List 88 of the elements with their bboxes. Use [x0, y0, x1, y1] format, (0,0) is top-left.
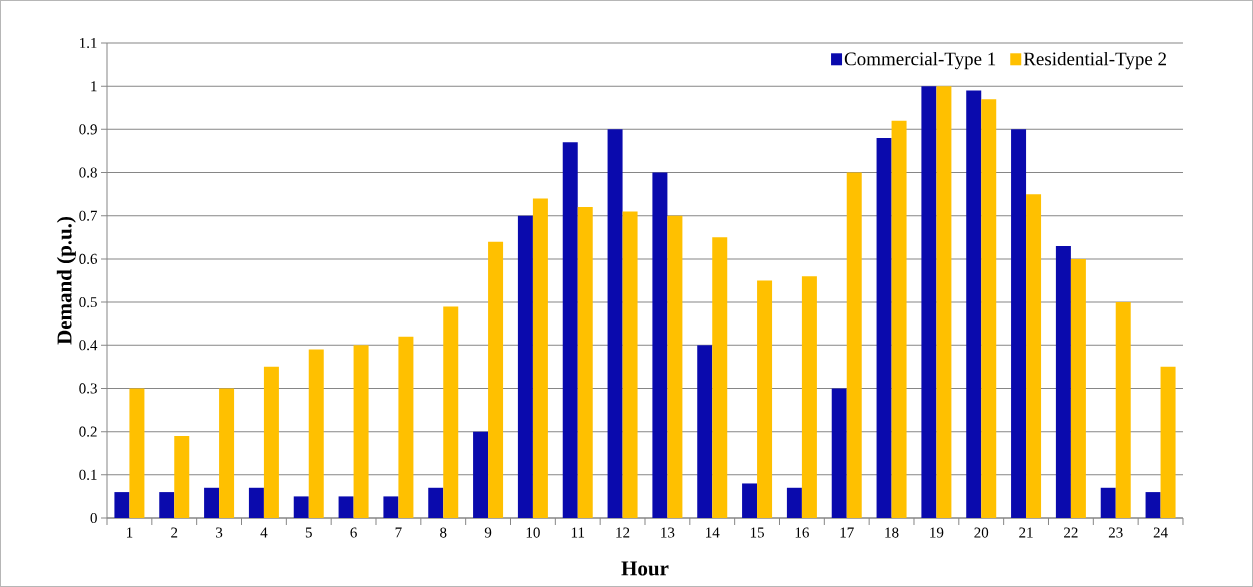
- bar: [921, 86, 937, 518]
- x-tick-label: 17: [840, 527, 854, 538]
- x-tick-label: 3: [216, 527, 223, 538]
- bar: [742, 483, 758, 518]
- bar: [652, 172, 668, 518]
- bar: [1115, 302, 1131, 518]
- bar: [517, 215, 533, 518]
- bar: [712, 237, 728, 518]
- bar: [532, 198, 548, 518]
- y-tick-label: 0.5: [79, 297, 97, 308]
- x-tick-label: 10: [526, 527, 540, 538]
- y-tick-label: 0.4: [79, 340, 98, 351]
- x-tick-label: 4: [260, 527, 268, 538]
- x-tick-label: 8: [440, 527, 447, 538]
- x-tick-label: 7: [395, 527, 402, 538]
- bar: [622, 211, 638, 518]
- bar: [263, 366, 279, 518]
- x-tick-label: 21: [1019, 527, 1033, 538]
- bar: [786, 487, 802, 518]
- x-axis-title: Hour: [621, 561, 669, 576]
- bar: [936, 86, 952, 518]
- x-tick-label: 1: [126, 527, 133, 538]
- bar: [891, 120, 907, 518]
- bar: [757, 280, 773, 518]
- x-tick-label: 16: [795, 527, 809, 538]
- bar: [473, 431, 489, 518]
- x-tick-label: 5: [305, 527, 312, 538]
- bar: [1160, 366, 1176, 518]
- bar: [831, 388, 847, 518]
- bar: [1055, 245, 1071, 518]
- bar: [1026, 194, 1042, 518]
- bar: [1011, 129, 1027, 518]
- x-tick-label: 2: [171, 527, 178, 538]
- y-tick-label: 0.1: [79, 469, 97, 480]
- x-tick-label: 9: [484, 527, 492, 538]
- bar: [846, 172, 862, 518]
- bar: [248, 487, 264, 518]
- y-tick-label: 1.1: [80, 37, 97, 49]
- bar: [308, 349, 324, 518]
- bar: [607, 129, 623, 518]
- bar: [204, 487, 220, 518]
- x-tick-label: 19: [930, 527, 944, 538]
- y-tick-label: 0.8: [79, 167, 97, 178]
- bar: [219, 388, 235, 518]
- x-tick-label: 15: [750, 527, 764, 538]
- x-tick-label: 6: [350, 527, 357, 538]
- bar: [428, 487, 444, 518]
- x-tick-label: 13: [661, 527, 675, 538]
- legend-label: Residential-Type 2: [1023, 51, 1166, 70]
- y-tick-label: 1: [91, 81, 97, 92]
- x-tick-label: 22: [1064, 527, 1078, 538]
- x-tick-label: 12: [616, 527, 630, 538]
- bar: [114, 492, 130, 518]
- y-tick-label: 0.9: [79, 124, 97, 135]
- bar: [562, 142, 578, 518]
- legend-label: Commercial-Type 1: [844, 51, 996, 70]
- bar: [1070, 258, 1086, 518]
- bar: [966, 90, 982, 518]
- x-tick-label: 20: [974, 527, 989, 538]
- bar: [697, 345, 713, 518]
- bar: [174, 435, 190, 518]
- bar: [667, 215, 683, 518]
- y-tick-label: 0.2: [79, 426, 97, 437]
- bar: [876, 138, 892, 518]
- bar: [801, 276, 817, 518]
- x-tick-label: 14: [706, 527, 720, 538]
- bar: [159, 492, 175, 518]
- bar: [577, 207, 593, 518]
- y-tick-label: 0.6: [79, 253, 98, 265]
- bar: [383, 496, 399, 518]
- bar: [1145, 492, 1161, 518]
- bar: [981, 99, 997, 518]
- y-axis-title: Demand (p.u.): [56, 216, 76, 345]
- x-tick-label: 11: [571, 527, 585, 538]
- y-tick-label: 0.3: [79, 383, 97, 394]
- bar: [1100, 487, 1116, 518]
- bar: [488, 241, 504, 518]
- bar: [338, 496, 354, 518]
- bar: [353, 345, 369, 518]
- bar: [293, 496, 309, 518]
- y-tick-label: 0.7: [79, 210, 98, 221]
- bar: [443, 306, 459, 518]
- bar: [398, 336, 414, 518]
- x-tick-label: 18: [885, 527, 899, 538]
- y-tick-label: 0: [90, 512, 97, 524]
- x-tick-label: 24: [1153, 527, 1168, 538]
- x-tick-label: 23: [1108, 527, 1123, 538]
- bar: [129, 388, 145, 518]
